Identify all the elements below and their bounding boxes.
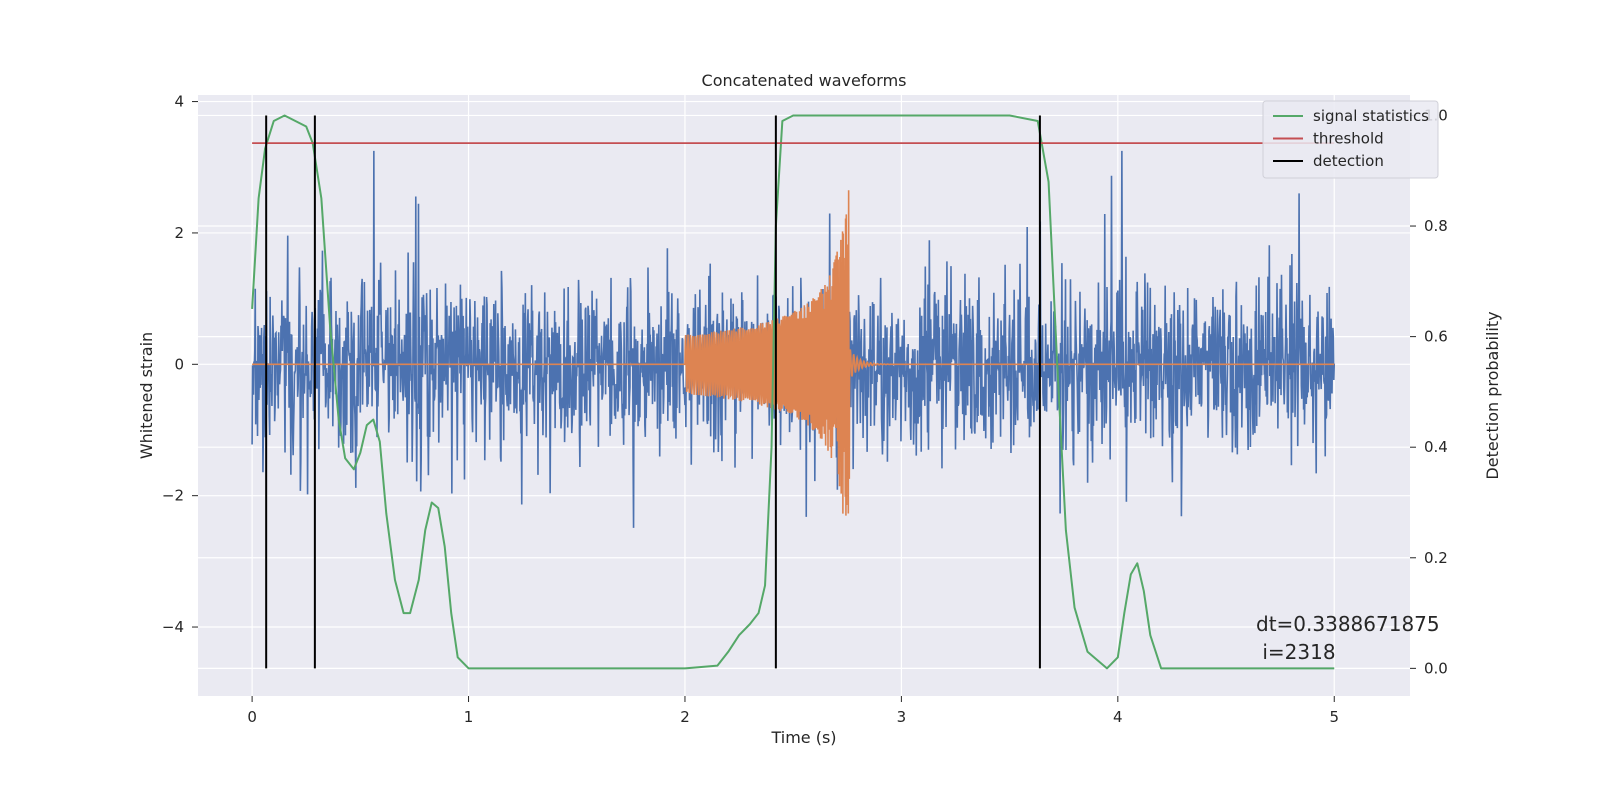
y-left-tick-label: −2 [162,487,184,505]
y-right-tick-label: 0.2 [1424,549,1448,567]
chirp-series-line [252,190,1335,516]
signal-statistics-line [251,114,1335,670]
y-axis-label-right: Detection probability [1483,311,1502,479]
x-tick-label: 3 [897,708,907,726]
y-right-tick-label: 0.4 [1424,438,1448,456]
y-axis-label-left: Whitened strain [137,332,156,459]
y-left-tick-label: 4 [174,93,184,111]
legend: signal statistics threshold detection [1262,100,1439,179]
annotation-dt: dt=0.3388671875 [1256,612,1440,636]
y-right-tick-label: 0.0 [1424,659,1448,677]
x-tick-label: 0 [247,708,257,726]
y-left-tick-label: −4 [162,618,184,636]
chart-title: Concatenated waveforms [702,71,907,90]
legend-box [1262,100,1439,179]
legend-entry: detection [1313,152,1384,170]
annotation-i: i=2318 [1256,640,1336,664]
x-tick-label: 4 [1113,708,1123,726]
y-left-tick-label: 0 [174,355,184,373]
x-tick-label: 5 [1329,708,1339,726]
legend-entry: threshold [1313,130,1384,148]
legend-entry: signal statistics [1313,107,1429,125]
y-left-tick-label: 2 [174,224,184,242]
x-axis-label: Time (s) [770,728,836,747]
y-right-tick-label: 0.8 [1424,217,1448,235]
data-layer [251,114,1336,670]
x-tick-label: 1 [464,708,474,726]
annotation: dt=0.3388671875 i=2318 [1256,612,1440,664]
y-right-tick-label: 0.6 [1424,328,1448,346]
x-tick-label: 2 [680,708,690,726]
